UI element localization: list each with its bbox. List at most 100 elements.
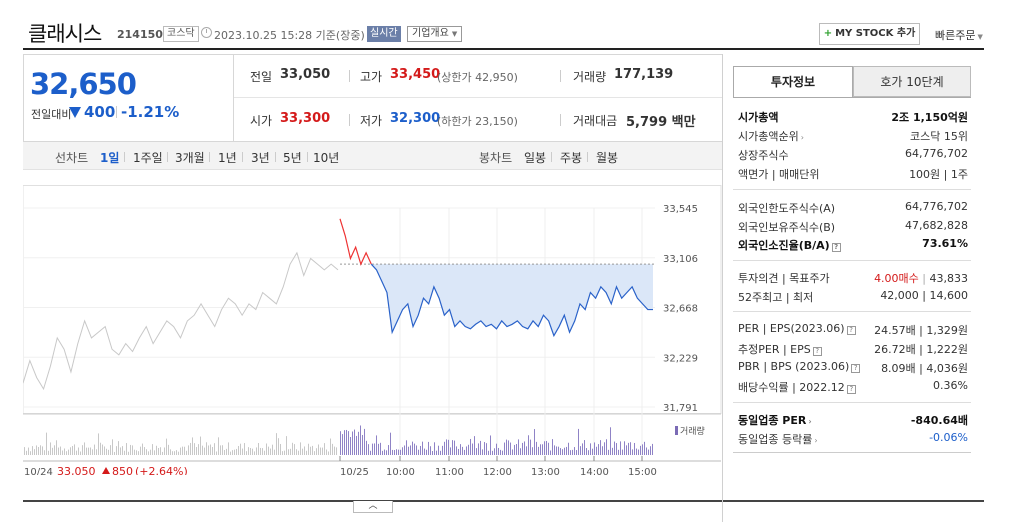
volume-bar — [628, 442, 629, 455]
y-tick-label: 33,106 — [663, 254, 698, 265]
volume-bar — [574, 447, 575, 455]
volume-bar — [202, 445, 203, 455]
volume-bar — [404, 445, 405, 455]
candle-daily[interactable]: 일봉 — [524, 151, 547, 165]
volume-bar — [602, 446, 603, 455]
volume-bar — [370, 450, 371, 455]
help-icon[interactable]: ? — [831, 243, 841, 252]
volume-bar — [186, 450, 187, 455]
volume-bar — [250, 447, 251, 455]
volume-bar — [510, 442, 511, 455]
volume-bar — [216, 451, 217, 455]
volume-bar — [102, 444, 103, 455]
my-stock-add-button[interactable]: + MY STOCK 추가 — [819, 23, 920, 45]
chevron-down-icon: ▼ — [451, 30, 458, 38]
divider — [209, 152, 210, 162]
volume-bar — [416, 445, 417, 455]
realtime-badge[interactable]: 실시간 — [367, 26, 401, 42]
per-eps-label: PER | EPS(2023.06) — [738, 322, 845, 335]
volume-bar — [272, 444, 273, 455]
volume-bar — [56, 440, 57, 455]
volume-bar — [182, 446, 183, 455]
volume-bar — [538, 446, 539, 455]
volume-bar — [194, 443, 195, 455]
low-label: 저가 — [360, 114, 383, 128]
volume-bar — [192, 437, 193, 455]
foreign-limit-value: 64,776,702 — [905, 200, 968, 213]
sector-change-label: 동일업종 등락률 — [738, 433, 813, 446]
info-row: 외국인한도주식수(A) 64,776,702 — [738, 200, 968, 217]
volume-bar — [88, 447, 89, 455]
volume-bar — [200, 436, 201, 455]
price-chart[interactable]: 33,545 33,106 32,668 32,229 31,791 10/25 10:00… — [23, 185, 722, 475]
volume-bar — [276, 433, 277, 455]
volume-bar — [144, 447, 145, 455]
volume-bar — [474, 436, 475, 455]
info-row[interactable]: 시가총액순위 › 코스닥 15위 — [738, 128, 968, 145]
volume-bar — [440, 450, 441, 455]
period-1y[interactable]: 1년 — [218, 151, 237, 165]
candle-monthly[interactable]: 월봉 — [596, 151, 619, 165]
volume-bar — [90, 447, 91, 455]
volume-bar — [582, 443, 583, 455]
volume-bar — [294, 444, 295, 455]
volume-bar — [392, 449, 393, 455]
prev-day-pct: (+2.64%) — [135, 465, 188, 475]
volume-bar — [266, 443, 267, 455]
collapse-button[interactable]: ︿ — [353, 501, 393, 513]
market-badge: 코스닥 — [163, 26, 199, 42]
quick-order-button[interactable]: 빠른주문 ▼ — [935, 27, 983, 43]
volume-bar — [172, 451, 173, 455]
stats-divider — [234, 97, 722, 98]
volume-bar — [94, 444, 95, 455]
period-1w[interactable]: 1주일 — [133, 151, 163, 165]
volume-bar — [366, 440, 367, 455]
info-row[interactable]: 동일업종 등락률 › -0.06% — [738, 431, 968, 448]
volume-bar — [522, 442, 523, 455]
period-10y[interactable]: 10년 — [313, 151, 340, 165]
volume-bar — [362, 434, 363, 455]
volume-bar — [648, 449, 649, 455]
help-icon[interactable]: ? — [812, 347, 822, 356]
volume-bar — [28, 447, 29, 455]
info-row: PBR | BPS (2023.06)? 8.09배 | 4,036원 — [738, 360, 968, 377]
stock-code: 214150 — [117, 28, 163, 41]
volume-bar — [348, 431, 349, 455]
volume-bar — [204, 447, 205, 455]
period-3m[interactable]: 3개월 — [175, 151, 205, 165]
info-row[interactable]: 동일업종 PER › -840.64배 — [738, 412, 968, 429]
period-5y[interactable]: 5년 — [283, 151, 302, 165]
info-row: 배당수익률 | 2022.12? 0.36% — [738, 379, 968, 396]
foreign-holding-label: 외국인보유주식수(B) — [738, 221, 836, 234]
market-cap-value: 2조 1,150억원 — [891, 111, 968, 124]
volume-bar — [108, 449, 109, 455]
volume-bar — [162, 451, 163, 455]
volume-bar — [470, 438, 471, 455]
volume-bar — [420, 445, 421, 455]
volume-bar — [592, 448, 593, 455]
quick-order-label: 빠른주문 — [935, 29, 976, 42]
help-icon[interactable]: ? — [846, 326, 856, 335]
opinion-value: 4.00매수 — [874, 272, 919, 285]
high-value: 33,450 — [390, 67, 441, 82]
volume-bar — [252, 448, 253, 455]
help-icon[interactable]: ? — [846, 385, 856, 394]
volume-bar — [514, 444, 515, 455]
volume-bar — [568, 442, 569, 455]
period-3y[interactable]: 3년 — [251, 151, 270, 165]
volume-bar — [638, 449, 639, 455]
period-1d[interactable]: 1일 — [100, 151, 120, 165]
tab-invest-info[interactable]: 투자정보 — [733, 66, 853, 97]
tab-hoga-10[interactable]: 호가 10단계 — [853, 66, 971, 97]
volume-bar — [314, 451, 315, 455]
company-overview-button[interactable]: 기업개요 ▼ — [407, 26, 463, 42]
candle-weekly[interactable]: 주봉 — [560, 151, 583, 165]
volume-bar — [344, 430, 345, 455]
help-icon[interactable]: ? — [851, 364, 861, 373]
volume-bar — [214, 443, 215, 455]
volume-bar — [68, 449, 69, 455]
volume-bar — [110, 445, 111, 455]
listed-shares-label: 상장주식수 — [738, 149, 789, 162]
volume-bar — [400, 449, 401, 455]
divider — [733, 452, 971, 453]
